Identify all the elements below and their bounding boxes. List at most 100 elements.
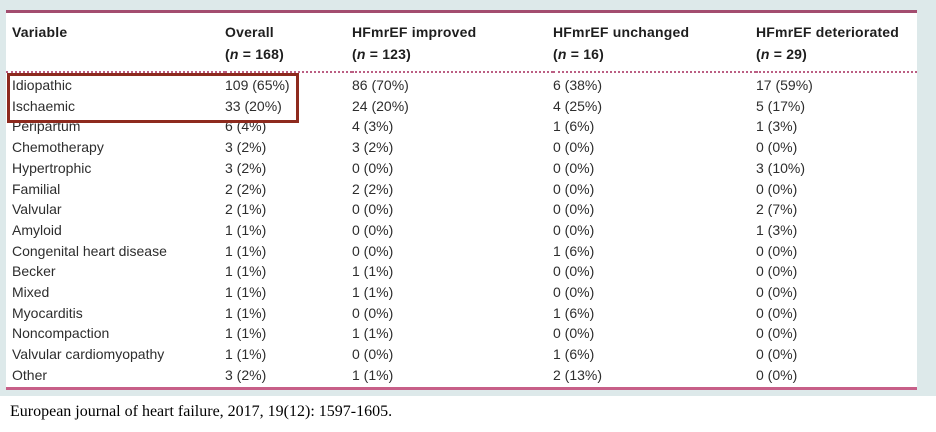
column-header-hfmref-improved: HFmrEF improved (n = 123) <box>352 13 553 73</box>
column-n-count: (n = 168) <box>225 46 285 62</box>
table-row-congenital-heart-disease: Congenital heart disease 1 (1%) 0 (0%) 1 (6… <box>6 241 917 262</box>
table-row-becker: Becker 1 (1%) 1 (1%) 0 (0%) 0 (0%) <box>6 261 917 282</box>
cell-value: 0 (0%) <box>553 201 595 218</box>
cell-value: 2 (2%) <box>352 180 394 197</box>
cell-value: 3 (2%) <box>225 366 267 383</box>
table-body: Idiopathic 109 (65%) 86 (70%) 6 (38%) 17 (59… <box>6 72 917 386</box>
row-label: Noncompaction <box>12 325 110 342</box>
table-row-valvular: Valvular 2 (1%) 0 (0%) 0 (0%) 2 (7%) <box>6 199 917 220</box>
cell-value: 1 (3%) <box>756 221 798 238</box>
cell-value: 0 (0%) <box>756 180 798 197</box>
cell-value: 0 (0%) <box>756 263 798 280</box>
table-card: Variable Overall (n = 168) HFmrEF improved (… <box>6 10 917 390</box>
cell-value: 0 (0%) <box>756 139 798 156</box>
cell-value: 0 (0%) <box>756 325 798 342</box>
cell-value: 0 (0%) <box>756 284 798 301</box>
column-header-hfmref-deteriorated: HFmrEF deteriorated (n = 29) <box>756 13 917 73</box>
cell-value: 1 (1%) <box>225 346 267 363</box>
table-header: Variable Overall (n = 168) HFmrEF improved (… <box>6 13 917 73</box>
column-header-variable: Variable <box>6 13 225 73</box>
column-header-hfmref-unchanged: HFmrEF unchanged (n = 16) <box>553 13 756 73</box>
row-label: Myocarditis <box>12 304 83 321</box>
cell-value: 1 (1%) <box>225 221 267 238</box>
table-row-valvular-cardiomyopathy: Valvular cardiomyopathy 1 (1%) 0 (0%) 1 (6%… <box>6 344 917 365</box>
cell-value: 1 (1%) <box>225 242 267 259</box>
cell-value: 2 (1%) <box>225 201 267 218</box>
header-row: Variable Overall (n = 168) HFmrEF improved (… <box>6 13 917 73</box>
cell-value: 1 (1%) <box>225 263 267 280</box>
table-row-chemotherapy: Chemotherapy 3 (2%) 3 (2%) 0 (0%) 0 (0%) <box>6 137 917 158</box>
cell-value: 0 (0%) <box>352 221 394 238</box>
cell-value: 1 (1%) <box>352 325 394 342</box>
column-n-count: (n = 123) <box>352 46 412 62</box>
column-label: Variable <box>12 24 68 40</box>
table-row-hypertrophic: Hypertrophic 3 (2%) 0 (0%) 0 (0%) 3 (10%) <box>6 158 917 179</box>
cell-value: 0 (0%) <box>553 180 595 197</box>
row-label: Valvular <box>12 201 62 218</box>
cell-value: 1 (6%) <box>553 118 595 135</box>
cell-value: 1 (3%) <box>756 118 798 135</box>
column-label: HFmrEF deteriorated <box>756 24 900 40</box>
cell-value: 0 (0%) <box>756 304 798 321</box>
cell-value: 86 (70%) <box>352 77 409 93</box>
cell-value: 24 (20%) <box>352 97 409 114</box>
cell-value: 0 (0%) <box>553 325 595 342</box>
cell-value: 0 (0%) <box>352 159 394 176</box>
cell-value: 1 (1%) <box>225 284 267 301</box>
column-n-count: (n = 29) <box>756 46 808 62</box>
row-label: Ischaemic <box>12 97 76 114</box>
cell-value: 4 (25%) <box>553 97 603 114</box>
cell-value: 0 (0%) <box>756 242 798 259</box>
table-panel: Variable Overall (n = 168) HFmrEF improved (… <box>0 0 936 396</box>
cell-value: 6 (38%) <box>553 77 603 93</box>
row-label: Peripartum <box>12 118 81 135</box>
column-label: HFmrEF improved <box>352 24 477 40</box>
table-row-noncompaction: Noncompaction 1 (1%) 1 (1%) 0 (0%) 0 (0%) <box>6 323 917 344</box>
cell-value: 0 (0%) <box>352 304 394 321</box>
row-label: Other <box>12 366 48 383</box>
cell-value: 1 (1%) <box>225 325 267 342</box>
table-row-idiopathic: Idiopathic 109 (65%) 86 (70%) 6 (38%) 17 (59… <box>6 72 917 96</box>
etiology-table: Variable Overall (n = 168) HFmrEF improved (… <box>6 13 917 386</box>
cell-value: 0 (0%) <box>352 201 394 218</box>
table-row-familial: Familial 2 (2%) 2 (2%) 0 (0%) 0 (0%) <box>6 179 917 200</box>
row-label: Familial <box>12 180 61 197</box>
cell-value: 0 (0%) <box>553 263 595 280</box>
cell-value: 6 (4%) <box>225 118 267 135</box>
table-row-myocarditis: Myocarditis 1 (1%) 0 (0%) 1 (6%) 0 (0%) <box>6 303 917 324</box>
citation: European journal of heart failure, 2017,… <box>10 403 393 420</box>
cell-value: 1 (1%) <box>352 284 394 301</box>
table-row-peripartum: Peripartum 6 (4%) 4 (3%) 1 (6%) 1 (3%) <box>6 116 917 137</box>
cell-value: 3 (2%) <box>352 139 394 156</box>
cell-value: 1 (6%) <box>553 304 595 321</box>
cell-value: 0 (0%) <box>553 139 595 156</box>
table-row-mixed: Mixed 1 (1%) 1 (1%) 0 (0%) 0 (0%) <box>6 282 917 303</box>
cell-value: 0 (0%) <box>756 346 798 363</box>
cell-value: 109 (65%) <box>225 77 290 93</box>
cell-value: 0 (0%) <box>756 366 798 383</box>
row-label: Chemotherapy <box>12 139 104 156</box>
row-label: Becker <box>12 263 56 280</box>
table-row-ischaemic: Ischaemic 33 (20%) 24 (20%) 4 (25%) 5 (17%) <box>6 96 917 117</box>
cell-value: 1 (6%) <box>553 346 595 363</box>
row-label: Idiopathic <box>12 77 72 93</box>
column-label: Overall <box>225 24 274 40</box>
cell-value: 0 (0%) <box>553 284 595 301</box>
cell-value: 1 (1%) <box>352 263 394 280</box>
cell-value: 17 (59%) <box>756 77 813 93</box>
cell-value: 2 (2%) <box>225 180 267 197</box>
cell-value: 1 (6%) <box>553 242 595 259</box>
cell-value: 5 (17%) <box>756 97 806 114</box>
cell-value: 3 (2%) <box>225 139 267 156</box>
cell-value: 1 (1%) <box>225 304 267 321</box>
cell-value: 0 (0%) <box>352 346 394 363</box>
row-label: Amyloid <box>12 221 62 238</box>
row-label: Valvular cardiomyopathy <box>12 346 165 363</box>
cell-value: 2 (7%) <box>756 201 798 218</box>
column-label: HFmrEF unchanged <box>553 24 690 40</box>
row-label: Mixed <box>12 284 50 301</box>
cell-value: 33 (20%) <box>225 97 282 114</box>
cell-value: 2 (13%) <box>553 366 603 383</box>
column-header-overall: Overall (n = 168) <box>225 13 352 73</box>
